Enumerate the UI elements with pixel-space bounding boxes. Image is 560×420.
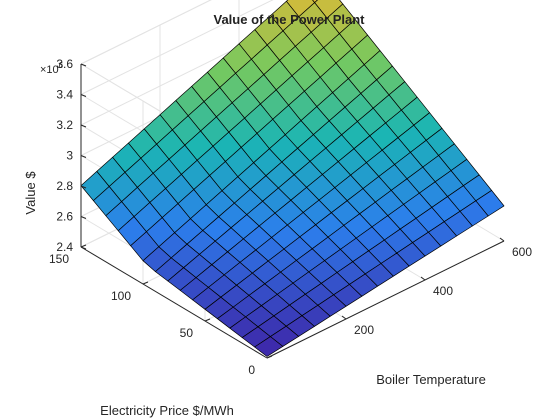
x-tick-label: 400 [433,284,453,298]
x-axis-title: Boiler Temperature [376,372,486,387]
tick-marks [80,63,505,359]
z-tick-mark [80,63,87,67]
y-tick-label: 50 [180,326,194,340]
z-exponent-power: 6 [59,61,64,70]
y-tick-mark [80,244,87,248]
x-axis-line [266,240,505,359]
surface-plot [80,0,505,357]
y-tick-mark [204,318,211,322]
z-tick-label: 3.6 [56,57,73,71]
y-axis-line [80,246,268,359]
z-tick-label: 3.2 [56,118,73,132]
z-tick-mark [80,246,87,250]
y-tick-label: 0 [248,363,255,377]
x-tick-label: 600 [512,245,532,259]
z-axis-title: Value $ [23,171,38,215]
z-tick-label: 2.8 [56,179,73,193]
gridline-z-back [80,0,274,95]
z-tick-mark [80,155,87,158]
z-tick-mark [80,124,87,128]
z-tick-label: 3 [66,149,73,163]
frame-back-top [80,0,212,65]
x-tick-mark [499,237,505,242]
x-tick-mark [341,315,347,320]
y-tick-mark [142,281,149,285]
surface-patch [254,336,284,357]
z-tick-label: 2.6 [56,210,73,224]
z-tick-mark [80,185,87,189]
y-tick-mark [266,355,273,359]
x-tick-label: 200 [354,323,374,337]
z-tick-label: 3.4 [56,88,73,102]
z-tick-label: 2.4 [56,240,73,254]
z-exponent-label: ×106 [40,61,64,76]
z-tick-mark [80,94,87,97]
y-tick-label: 150 [49,252,69,266]
chart-title: Value of the Power Plant [214,12,366,27]
y-axis-title: Electricity Price $/MWh [100,403,234,418]
z-tick-mark [80,216,87,219]
y-tick-label: 100 [111,289,131,303]
z-exponent-base: ×10 [40,64,59,76]
x-tick-mark [420,276,426,281]
